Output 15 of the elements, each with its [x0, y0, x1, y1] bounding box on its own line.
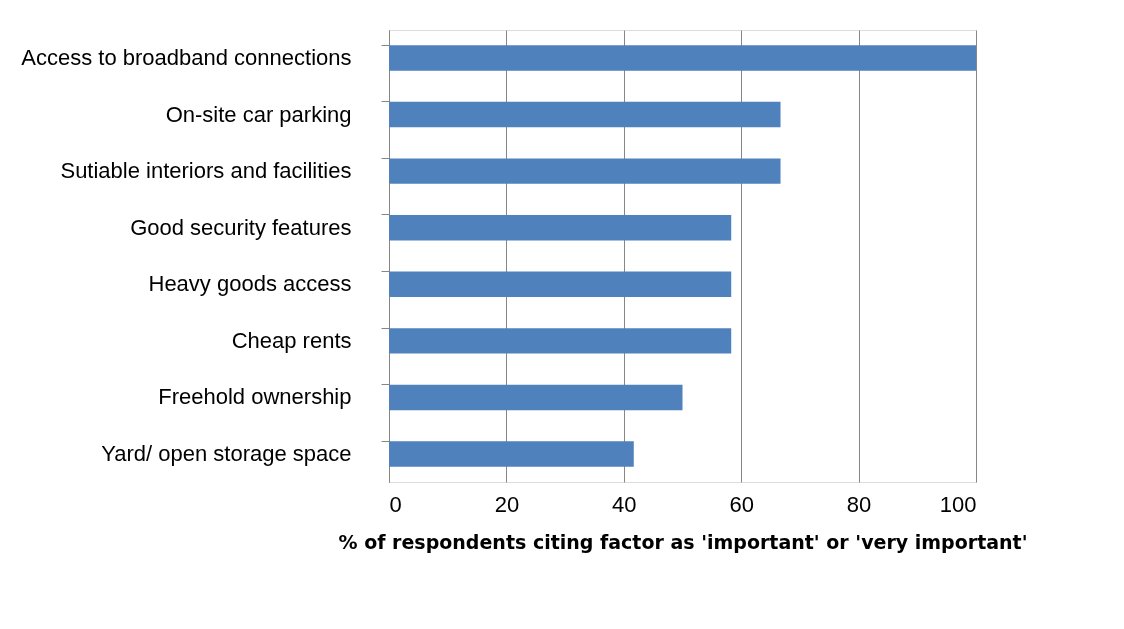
y-tick-label: Sutiable interiors and facilities	[60, 158, 352, 184]
x-tick-label: 100	[939, 491, 977, 517]
y-tick-label: Cheap rents	[231, 327, 352, 353]
x-tick-label: 80	[846, 491, 872, 517]
x-axis-title: % of respondents citing factor as 'important' or 'very important'	[338, 530, 1028, 553]
x-tick-label: 40	[612, 491, 637, 517]
y-tick-label: Access to broadband connections	[21, 45, 352, 70]
x-tick-label: 20	[494, 491, 520, 517]
y-tick-label: Heavy goods access	[148, 271, 352, 297]
y-tick-label: Good security features	[130, 214, 352, 240]
x-tick-label: 0	[389, 491, 402, 517]
y-tick-label: Yard/ open storage space	[101, 441, 352, 466]
y-tick-label: On-site car parking	[165, 101, 352, 127]
y-tick-label: Freehold ownership	[158, 384, 352, 410]
x-tick-label: 60	[729, 491, 754, 517]
